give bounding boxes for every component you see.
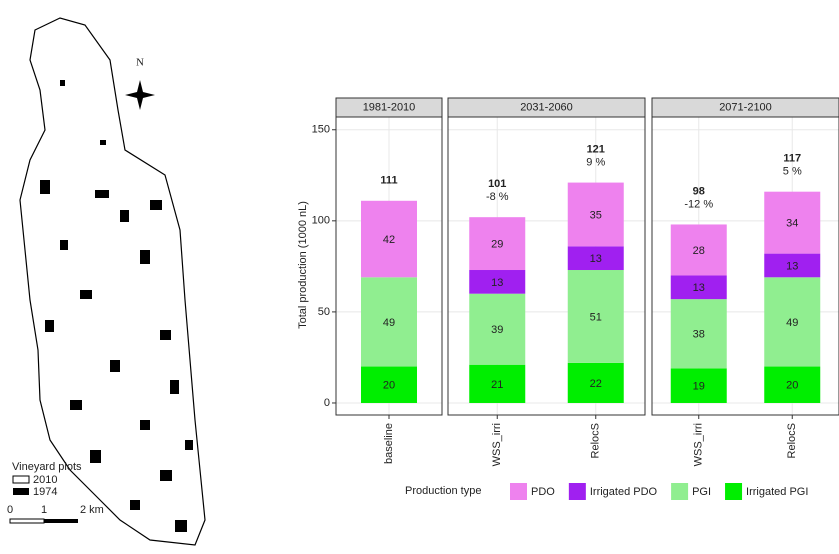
legend-key [13,488,29,495]
bar-segment [764,191,821,254]
segment-label: 13 [786,260,798,272]
bar-segment [361,200,417,278]
bar-segment [567,182,624,247]
change-label: 5 % [783,166,802,178]
map-legend-title: Vineyard plots [12,461,82,473]
segment-label: 21 [491,379,503,391]
bar-segment [764,253,821,278]
facet-title: 1981-2010 [363,101,416,113]
segment-label: 34 [786,218,798,230]
change-label: -8 % [486,191,509,203]
bar-segment [764,366,821,403]
segment-label: 20 [383,380,395,392]
panel-border [335,116,443,416]
legend-key [568,483,586,500]
change-label: 9 % [586,156,605,168]
segment-label: 51 [590,311,602,323]
segment-label: 29 [491,239,503,251]
compass [125,80,155,110]
x-tick-label: baseline [383,423,395,464]
legend-label: PDO [531,486,555,498]
map-legend-label: 2010 [33,474,57,486]
y-tick-label: 100 [312,215,330,227]
scale-bar [44,519,78,523]
total-label: 101 [488,178,506,190]
change-label: -12 % [684,198,713,210]
bar-segment [567,362,624,403]
facet-title: 2071-2100 [719,101,772,113]
north-label: N [136,57,144,69]
segment-label: 19 [693,381,705,393]
x-tick-label: RelocS [786,423,798,458]
total-label: 121 [587,143,605,155]
legend-title: Production type [405,485,481,497]
bar-segment [670,224,727,276]
scale-bar [9,518,45,524]
segment-label: 49 [786,317,798,329]
segment-label: 35 [590,209,602,221]
total-label: 98 [693,185,705,197]
facet-title: 2031-2060 [520,101,573,113]
vineyard-1974 [40,80,193,532]
segment-label: 42 [383,234,395,246]
bar-segment [469,270,526,294]
segment-label: 28 [693,245,705,257]
segment-label: 20 [786,380,798,392]
scale-label: 0 [7,504,13,516]
x-tick-label: RelocS [590,423,602,458]
bar-segment [764,277,821,367]
bar-segment [670,368,727,403]
y-axis-label: Total production (1000 nL) [297,201,309,329]
bar-segment [567,246,624,271]
legend-key [12,475,30,484]
bar-segment [469,293,526,365]
bar-segment [469,364,526,403]
bar-segment [567,270,624,363]
panel-border [651,116,839,416]
map: N Vineyard plots 2010 1974 0 1 2 km [7,17,206,546]
segment-label: 13 [590,253,602,265]
bar-segment [361,277,417,367]
scale-label: 2 km [80,504,104,516]
legend-key [725,483,743,500]
bar-segment [469,217,526,271]
y-tick-label: 150 [312,124,330,136]
bar-segment [670,275,727,300]
segment-label: 13 [491,277,503,289]
panel-border [447,116,646,416]
legend-label: Irrigated PDO [590,486,658,498]
map-legend-label: 1974 [33,486,57,498]
segment-label: 13 [693,282,705,294]
y-tick-label: 0 [324,397,330,409]
scale-label: 1 [41,504,47,516]
x-tick-label: WSS_irri [491,423,503,466]
total-label: 117 [783,153,801,165]
segment-label: 39 [491,324,503,336]
legend-label: PGI [692,486,711,498]
bar-segment [670,299,727,369]
map-outline [19,17,206,546]
legend-label: Irrigated PGI [746,486,808,498]
segment-label: 49 [383,317,395,329]
x-tick-label: WSS_irri [693,423,705,466]
bar-segment [361,366,417,403]
legend-key [510,483,527,500]
segment-label: 38 [693,329,705,341]
y-tick-label: 50 [318,306,330,318]
legend-key [671,483,689,500]
total-label: 111 [380,175,397,187]
segment-label: 22 [590,378,602,390]
